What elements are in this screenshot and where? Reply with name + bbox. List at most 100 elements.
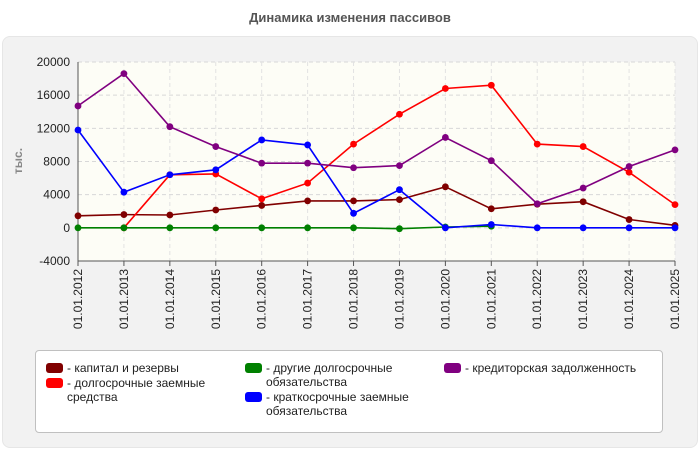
y-tick-label: 20000 bbox=[37, 55, 71, 69]
data-point bbox=[350, 164, 357, 172]
legend: - капитал и резервы - долгосрочные заемн… bbox=[35, 350, 663, 433]
legend-label-other-long-term: - другие долгосрочные обязательства bbox=[266, 361, 393, 389]
x-tick-label: 01.01.2012 bbox=[71, 269, 85, 329]
data-point bbox=[74, 126, 82, 134]
series-group bbox=[74, 70, 679, 233]
data-point bbox=[579, 224, 587, 232]
data-point bbox=[74, 224, 82, 232]
legend-swatch-capital bbox=[46, 363, 63, 373]
legend-item-payables: - кредиторская задолженность bbox=[444, 361, 659, 375]
data-point bbox=[120, 224, 128, 232]
data-point bbox=[533, 200, 541, 208]
x-tick-label: 01.01.2013 bbox=[117, 269, 131, 329]
data-point bbox=[166, 171, 174, 179]
legend-item-short-term-loans: - краткосрочные заемные обязательства bbox=[245, 390, 435, 418]
data-point bbox=[396, 225, 403, 233]
y-tick-labels: -4000 0 4000 8000 12000 16000 20000 bbox=[37, 55, 71, 268]
x-tick-label: 01.01.2019 bbox=[392, 269, 406, 329]
data-point bbox=[579, 143, 587, 150]
data-point bbox=[625, 224, 633, 232]
legend-item-other-long-term: - другие долгосрочные обязательства bbox=[245, 361, 435, 389]
x-tick-label: 01.01.2024 bbox=[622, 269, 636, 329]
legend-swatch-short-term-loans bbox=[245, 392, 262, 402]
data-point bbox=[350, 209, 357, 217]
data-point bbox=[441, 134, 449, 141]
legend-item-capital: - капитал и резервы bbox=[46, 361, 246, 375]
data-point bbox=[258, 202, 266, 209]
data-point bbox=[304, 141, 312, 149]
data-point bbox=[258, 195, 266, 203]
legend-swatch-other-long-term bbox=[245, 363, 262, 373]
data-point bbox=[487, 205, 495, 213]
data-point bbox=[304, 224, 312, 232]
data-point bbox=[671, 224, 679, 232]
x-tick-label: 01.01.2023 bbox=[576, 269, 590, 329]
data-point bbox=[350, 224, 357, 232]
series-line bbox=[77, 185, 676, 227]
data-point bbox=[487, 81, 495, 89]
data-point bbox=[258, 136, 266, 144]
legend-swatch-payables bbox=[444, 363, 461, 373]
legend-label-long-term-loans: - долгосрочные заемные средства bbox=[67, 376, 206, 404]
data-point bbox=[166, 123, 174, 131]
series-4 bbox=[74, 70, 679, 208]
data-point bbox=[396, 196, 403, 204]
legend-label-short-term-loans: - краткосрочные заемные обязательства bbox=[266, 390, 409, 418]
data-point bbox=[212, 143, 220, 150]
data-point bbox=[396, 186, 403, 194]
x-tick-label: 01.01.2021 bbox=[484, 269, 498, 329]
legend-label-capital: - капитал и резервы bbox=[67, 361, 179, 375]
x-tick-label: 01.01.2017 bbox=[301, 269, 315, 329]
x-tick-label: 01.01.2022 bbox=[530, 269, 544, 329]
data-point bbox=[258, 159, 266, 167]
data-point bbox=[579, 184, 587, 192]
data-point bbox=[625, 168, 633, 176]
data-point bbox=[120, 211, 128, 218]
y-tick-label: -4000 bbox=[39, 254, 70, 268]
data-point bbox=[304, 159, 312, 167]
y-tick-label: 16000 bbox=[37, 88, 71, 102]
data-point bbox=[625, 163, 633, 170]
data-point bbox=[212, 224, 220, 232]
legend-swatch-long-term-loans bbox=[46, 378, 63, 388]
data-point bbox=[441, 85, 449, 92]
legend-label-payables: - кредиторская задолженность bbox=[465, 361, 637, 375]
data-point bbox=[625, 216, 633, 223]
x-tick-label: 01.01.2018 bbox=[347, 269, 361, 329]
data-point bbox=[350, 197, 357, 205]
data-point bbox=[166, 224, 174, 232]
series-line bbox=[77, 129, 675, 229]
x-tick-label: 01.01.2020 bbox=[438, 269, 452, 329]
y-axis-label: тыс. bbox=[11, 148, 25, 174]
data-point bbox=[74, 102, 82, 110]
data-point bbox=[533, 224, 541, 232]
x-tick-label: 01.01.2014 bbox=[163, 269, 177, 329]
data-point bbox=[120, 188, 128, 196]
x-tick-label: 01.01.2015 bbox=[209, 269, 223, 329]
data-point bbox=[304, 197, 312, 205]
x-tick-label: 01.01.2025 bbox=[668, 269, 682, 329]
data-point bbox=[304, 179, 312, 187]
chart-title: Динамика изменения пассивов bbox=[249, 10, 451, 25]
data-point bbox=[166, 211, 174, 219]
data-point bbox=[487, 157, 495, 165]
y-tick-label: 8000 bbox=[43, 155, 70, 169]
data-point bbox=[212, 206, 220, 214]
data-point bbox=[671, 146, 679, 154]
y-tick-label: 4000 bbox=[43, 188, 70, 202]
data-point bbox=[258, 224, 266, 232]
data-point bbox=[74, 212, 82, 220]
data-point bbox=[396, 110, 403, 118]
data-point bbox=[441, 183, 449, 191]
data-point bbox=[579, 198, 587, 206]
series-line bbox=[78, 225, 492, 230]
y-tick-label: 12000 bbox=[37, 121, 71, 135]
data-point bbox=[350, 140, 357, 148]
data-point bbox=[671, 201, 679, 209]
data-point bbox=[212, 166, 220, 174]
legend-item-long-term-loans: - долгосрочные заемные средства bbox=[46, 376, 236, 404]
series-3 bbox=[74, 126, 679, 232]
x-tick-label: 01.01.2016 bbox=[255, 269, 269, 329]
data-point bbox=[533, 140, 541, 148]
